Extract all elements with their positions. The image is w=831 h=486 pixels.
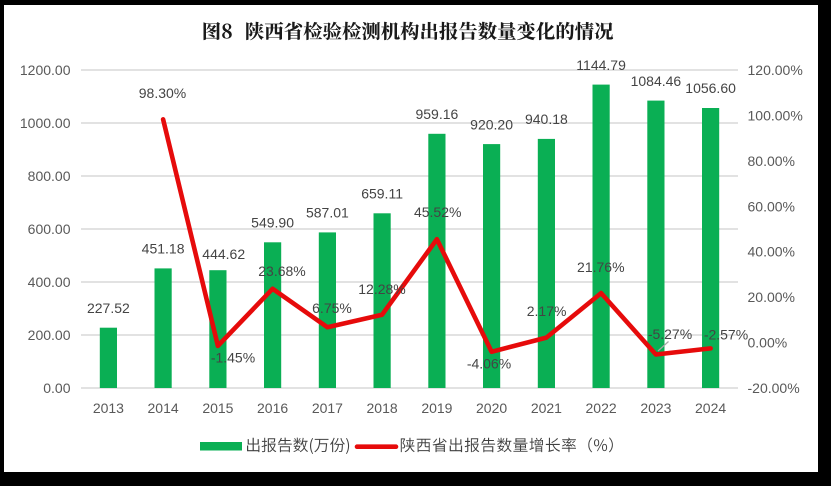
svg-text:2024: 2024 — [695, 400, 726, 416]
svg-text:1000.00: 1000.00 — [20, 115, 71, 131]
svg-text:600.00: 600.00 — [28, 221, 71, 237]
svg-text:2014: 2014 — [148, 400, 179, 416]
svg-text:-4.06%: -4.06% — [467, 356, 511, 372]
svg-text:60.00%: 60.00% — [748, 198, 795, 214]
svg-text:587.01: 587.01 — [306, 205, 349, 221]
svg-text:451.18: 451.18 — [142, 241, 185, 257]
svg-text:2023: 2023 — [640, 400, 671, 416]
svg-text:444.62: 444.62 — [202, 246, 245, 262]
svg-text:2021: 2021 — [531, 400, 562, 416]
svg-text:400.00: 400.00 — [28, 274, 71, 290]
svg-text:1084.46: 1084.46 — [631, 73, 682, 89]
svg-text:2022: 2022 — [586, 400, 617, 416]
svg-text:2015: 2015 — [202, 400, 233, 416]
svg-text:200.00: 200.00 — [28, 327, 71, 343]
svg-text:2018: 2018 — [367, 400, 398, 416]
svg-text:2013: 2013 — [93, 400, 124, 416]
svg-text:6.75%: 6.75% — [312, 300, 352, 316]
svg-text:659.11: 659.11 — [361, 186, 403, 202]
svg-text:-2.57%: -2.57% — [704, 327, 748, 343]
svg-text:800.00: 800.00 — [28, 168, 71, 184]
svg-text:2019: 2019 — [421, 400, 452, 416]
svg-text:920.20: 920.20 — [470, 116, 513, 132]
svg-text:23.68%: 23.68% — [258, 263, 305, 279]
svg-text:98.30%: 98.30% — [139, 85, 186, 101]
svg-text:549.90: 549.90 — [251, 215, 294, 231]
svg-text:-1.45%: -1.45% — [211, 350, 255, 366]
svg-text:1056.60: 1056.60 — [685, 80, 736, 96]
svg-text:1144.79: 1144.79 — [576, 57, 626, 73]
svg-text:959.16: 959.16 — [415, 106, 458, 122]
svg-text:12.28%: 12.28% — [358, 281, 405, 297]
svg-text:2016: 2016 — [257, 400, 288, 416]
svg-text:2017: 2017 — [312, 400, 343, 416]
svg-text:21.76%: 21.76% — [577, 259, 624, 275]
svg-text:40.00%: 40.00% — [748, 244, 795, 260]
svg-text:2.17%: 2.17% — [527, 303, 567, 319]
svg-text:1200.00: 1200.00 — [20, 62, 71, 78]
svg-text:-20.00%: -20.00% — [748, 380, 800, 396]
svg-text:20.00%: 20.00% — [748, 289, 795, 305]
svg-text:120.00%: 120.00% — [748, 62, 803, 78]
svg-text:2020: 2020 — [476, 400, 507, 416]
svg-text:45.52%: 45.52% — [414, 204, 461, 220]
svg-text:227.52: 227.52 — [87, 300, 130, 316]
svg-text:0.00%: 0.00% — [748, 335, 788, 351]
svg-text:100.00%: 100.00% — [748, 107, 803, 123]
svg-text:-5.27%: -5.27% — [648, 326, 692, 342]
svg-text:940.18: 940.18 — [525, 111, 568, 127]
svg-text:80.00%: 80.00% — [748, 153, 795, 169]
svg-text:0.00: 0.00 — [43, 380, 70, 396]
